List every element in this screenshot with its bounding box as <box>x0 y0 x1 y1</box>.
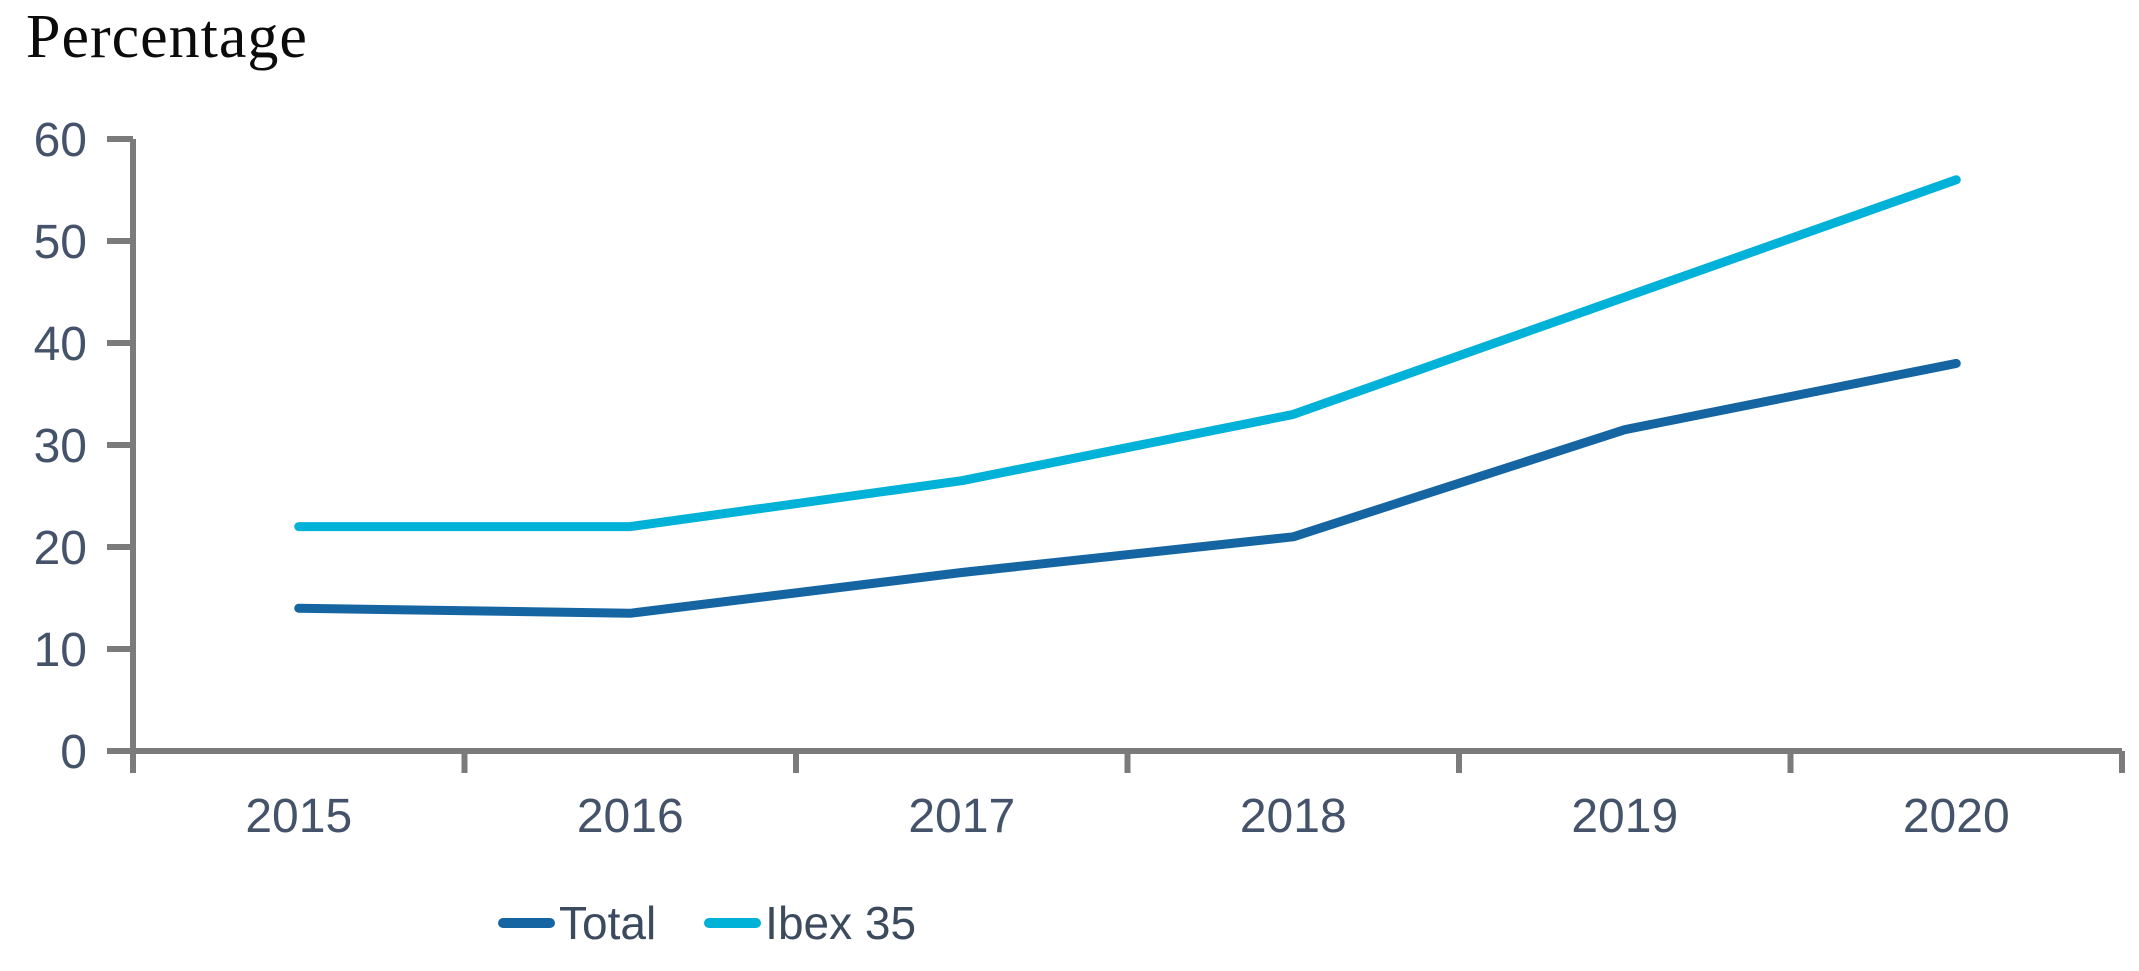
x-axis-label: 2016 <box>577 790 684 843</box>
y-axis-label: 10 <box>34 624 87 677</box>
y-axis-label: 20 <box>34 522 87 575</box>
series-line-ibex-35 <box>294 175 1961 532</box>
series-line-total <box>294 358 1961 618</box>
total-line-swatch <box>498 918 555 928</box>
y-axis-label: 40 <box>34 318 87 371</box>
ibex-35-line-swatch <box>704 918 762 928</box>
legend-item-total: Total <box>498 896 656 950</box>
x-axis-label: 2018 <box>1240 790 1347 843</box>
x-axis-label: 2015 <box>245 790 352 843</box>
chart-title: Percentage <box>26 3 308 71</box>
x-axis-label: 2017 <box>908 790 1015 843</box>
chart-legend: Total Ibex 35 <box>498 896 916 950</box>
x-axis-label: 2020 <box>1903 790 2010 843</box>
x-axis-label: 2019 <box>1571 790 1678 843</box>
legend-label-ibex-35: Ibex 35 <box>765 897 917 949</box>
legend-label-total: Total <box>559 897 657 949</box>
y-axis-label: 50 <box>34 216 87 269</box>
legend-item-ibex-35: Ibex 35 <box>704 896 916 950</box>
y-axis-label: 30 <box>34 420 87 473</box>
y-axis-label: 60 <box>34 114 87 167</box>
y-axis-label: 0 <box>60 726 87 779</box>
